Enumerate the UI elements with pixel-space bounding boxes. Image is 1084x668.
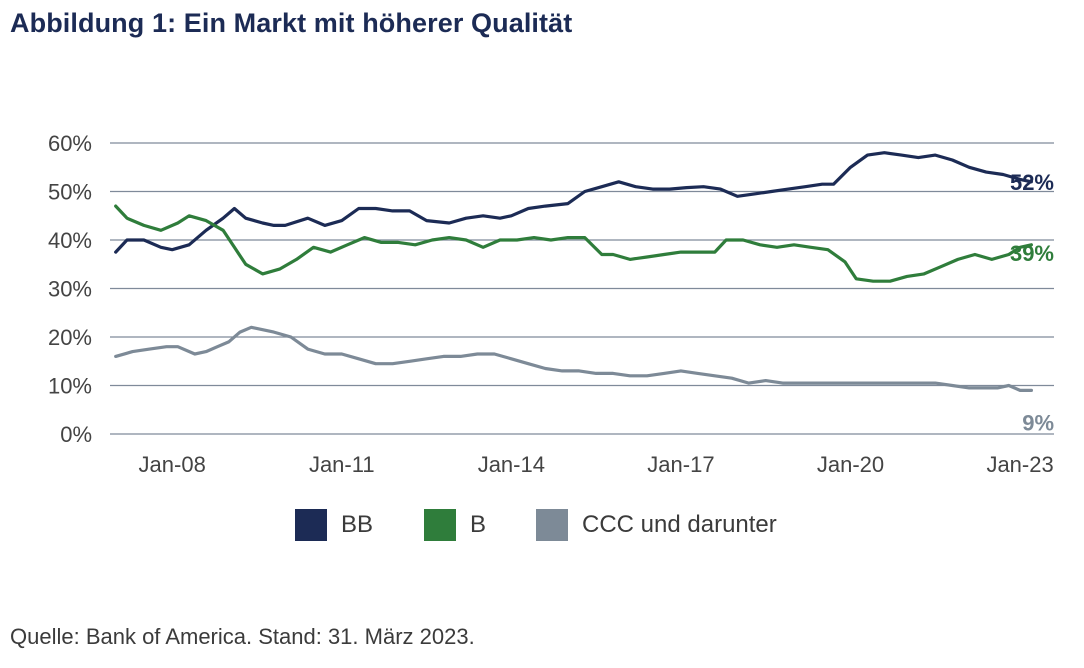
chart-title: Abbildung 1: Ein Markt mit höherer Quali… xyxy=(10,8,573,38)
legend-item-b: B xyxy=(424,508,486,542)
y-tick-label: 60% xyxy=(48,131,92,156)
legend-swatch-b xyxy=(424,509,456,541)
series-line xyxy=(114,151,1033,254)
legend-swatch-ccc xyxy=(536,509,568,541)
y-tick-label: 20% xyxy=(48,325,92,350)
series-line xyxy=(114,325,1033,392)
legend-label-ccc: CCC und darunter xyxy=(582,511,777,538)
line-chart: 0% 10% 20% 30% 40% 50% 60% Jan-08 Jan-11 Jan-14 Ja… xyxy=(48,131,1054,477)
legend: BB B CCC und darunter xyxy=(0,508,1084,544)
legend-swatch-bb xyxy=(295,509,327,541)
y-tick-label: 10% xyxy=(48,374,92,399)
y-tick-label: 0% xyxy=(60,422,92,447)
legend-label-bb: BB xyxy=(341,511,374,538)
x-tick-label: Jan-11 xyxy=(309,452,375,477)
x-tick-label: Jan-08 xyxy=(139,452,206,477)
x-tick-label: Jan-23 xyxy=(986,452,1053,477)
legend-item-bb: BB xyxy=(295,508,373,542)
series-line xyxy=(114,204,1033,283)
source-note: Quelle: Bank of America. Stand: 31. März… xyxy=(10,624,475,649)
end-value-label: 39% xyxy=(1010,241,1054,266)
y-tick-label: 50% xyxy=(48,180,92,205)
legend-label-b: B xyxy=(470,511,487,538)
x-tick-label: Jan-17 xyxy=(647,452,714,477)
x-tick-label: Jan-14 xyxy=(478,452,545,477)
end-value-label: 52% xyxy=(1010,170,1054,195)
y-tick-label: 30% xyxy=(48,277,92,302)
end-value-label: 9% xyxy=(1022,410,1054,435)
y-tick-label: 40% xyxy=(48,228,92,253)
legend-item-ccc: CCC und darunter xyxy=(536,508,777,542)
x-tick-label: Jan-20 xyxy=(817,452,884,477)
